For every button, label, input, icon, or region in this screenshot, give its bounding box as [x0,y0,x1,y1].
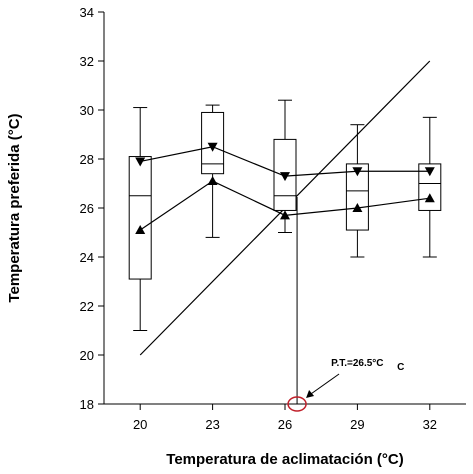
pt-circle-marker [287,396,307,412]
box-group [345,124,369,258]
annotation: P.T.=26.5°C C [287,196,404,412]
series-point [207,142,218,152]
boxes [128,99,442,331]
y-tick-label: 24 [80,250,94,265]
y-tick-label: 28 [80,152,94,167]
pt-arrowhead [306,390,315,398]
series-point [135,157,146,167]
x-axis-title: Temperatura de aclimatación (°C) [166,451,403,468]
series-point [207,176,218,186]
series-point [280,210,290,220]
y-tick-label: 22 [80,299,94,314]
x-tick-label: 26 [278,417,292,432]
box-group [201,104,225,238]
box-rect [345,163,369,231]
x-tick-label: 32 [423,417,437,432]
box-group [418,116,442,258]
series-point [424,167,435,177]
y-tick-label: 26 [80,201,94,216]
series-point [280,172,290,182]
x-tick-label: 23 [205,417,219,432]
x-ticks: 20 23 26 29 32 [133,404,437,432]
pt-label: P.T.=26.5°C [331,358,383,369]
series-point [424,193,435,203]
series-point [352,203,363,212]
y-tick-label: 32 [80,54,94,69]
y-axis-title: Temperatura preferida (°C) [6,113,23,302]
series-point [135,225,146,235]
y-tick-label: 18 [80,397,94,412]
x-tick-label: 20 [133,417,147,432]
series-group [135,142,435,235]
pt-arrow [307,373,340,397]
box-rect [128,156,152,280]
y-ticks: 18 20 22 24 26 28 30 32 34 [80,5,104,412]
y-tick-label: 20 [80,348,94,363]
pt-label-subscript: C [397,362,404,373]
y-tick-label: 30 [80,103,94,118]
y-tick-label: 34 [80,5,94,20]
series-point [352,167,363,177]
x-tick-label: 29 [350,417,364,432]
box-group [128,107,152,331]
